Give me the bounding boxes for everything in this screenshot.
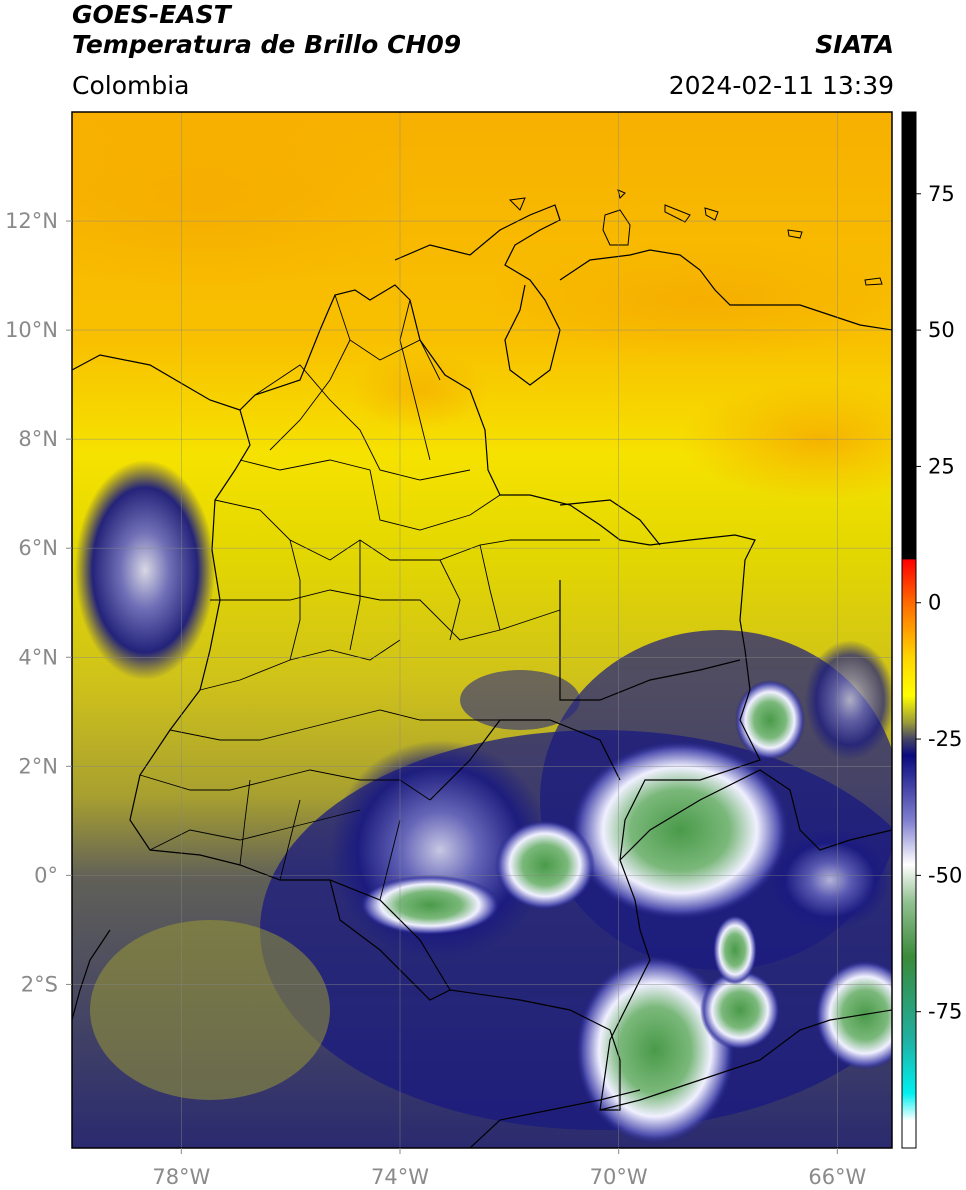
lon-tick-label: 70°W: [590, 1165, 648, 1189]
cloud-core-amazon-north: [570, 740, 790, 920]
timestamp-label: 2024-02-11 13:39: [668, 71, 894, 100]
organization-label: SIATA: [815, 30, 894, 59]
cloud-core-amazon-south: [575, 955, 735, 1145]
lat-tick-label: 10°N: [5, 318, 58, 342]
colorbar-tick-label: 75: [928, 182, 955, 206]
lon-tick-label: 66°W: [808, 1165, 866, 1189]
lat-tick-label: 8°N: [18, 427, 58, 451]
colorbar-tick-label: -25: [928, 727, 962, 751]
colorbar-tick-label: -75: [928, 1000, 962, 1024]
lon-tick-label: 78°W: [152, 1165, 210, 1189]
map-frame: [71, 111, 893, 1149]
lat-tick-label: 2°S: [21, 972, 58, 996]
lat-tick-label: 6°N: [18, 536, 58, 560]
latitude-labels: 12°N 10°N 8°N 6°N 4°N 2°N 0° 2°S: [5, 209, 72, 996]
lat-tick-label: 0°: [34, 863, 58, 887]
graticule: [72, 112, 892, 1148]
colorbar-tick-label: -50: [928, 863, 962, 887]
region-label: Colombia: [72, 71, 190, 100]
lat-tick-label: 4°N: [18, 645, 58, 669]
colorbar-tick-label: 50: [928, 318, 955, 342]
lat-tick-label: 12°N: [5, 209, 58, 233]
product-name: Temperatura de Brillo CH09: [72, 30, 462, 59]
colorbar-tick-label: 0: [928, 591, 941, 615]
islands: [508, 189, 883, 286]
colorbar-strip: [901, 111, 917, 1149]
longitude-labels: 78°W 74°W 70°W 66°W: [152, 1148, 867, 1189]
colorbar-ticks: 75 50 25 0 -25 -50 -75: [916, 182, 962, 1024]
lon-tick-label: 74°W: [371, 1165, 429, 1189]
colorbar-tick-label: 25: [928, 454, 955, 478]
country-borders: [72, 204, 892, 1148]
cloud-pacific-north: [75, 460, 215, 680]
colorbar: 75 50 25 0 -25 -50 -75: [901, 111, 962, 1149]
lat-tick-label: 2°N: [18, 754, 58, 778]
chart-title: GOES-EAST Temperatura de Brillo CH09: [72, 0, 461, 60]
satellite-name: GOES-EAST: [72, 0, 231, 29]
department-borders: [139, 294, 600, 901]
map-raster: [72, 112, 892, 1148]
